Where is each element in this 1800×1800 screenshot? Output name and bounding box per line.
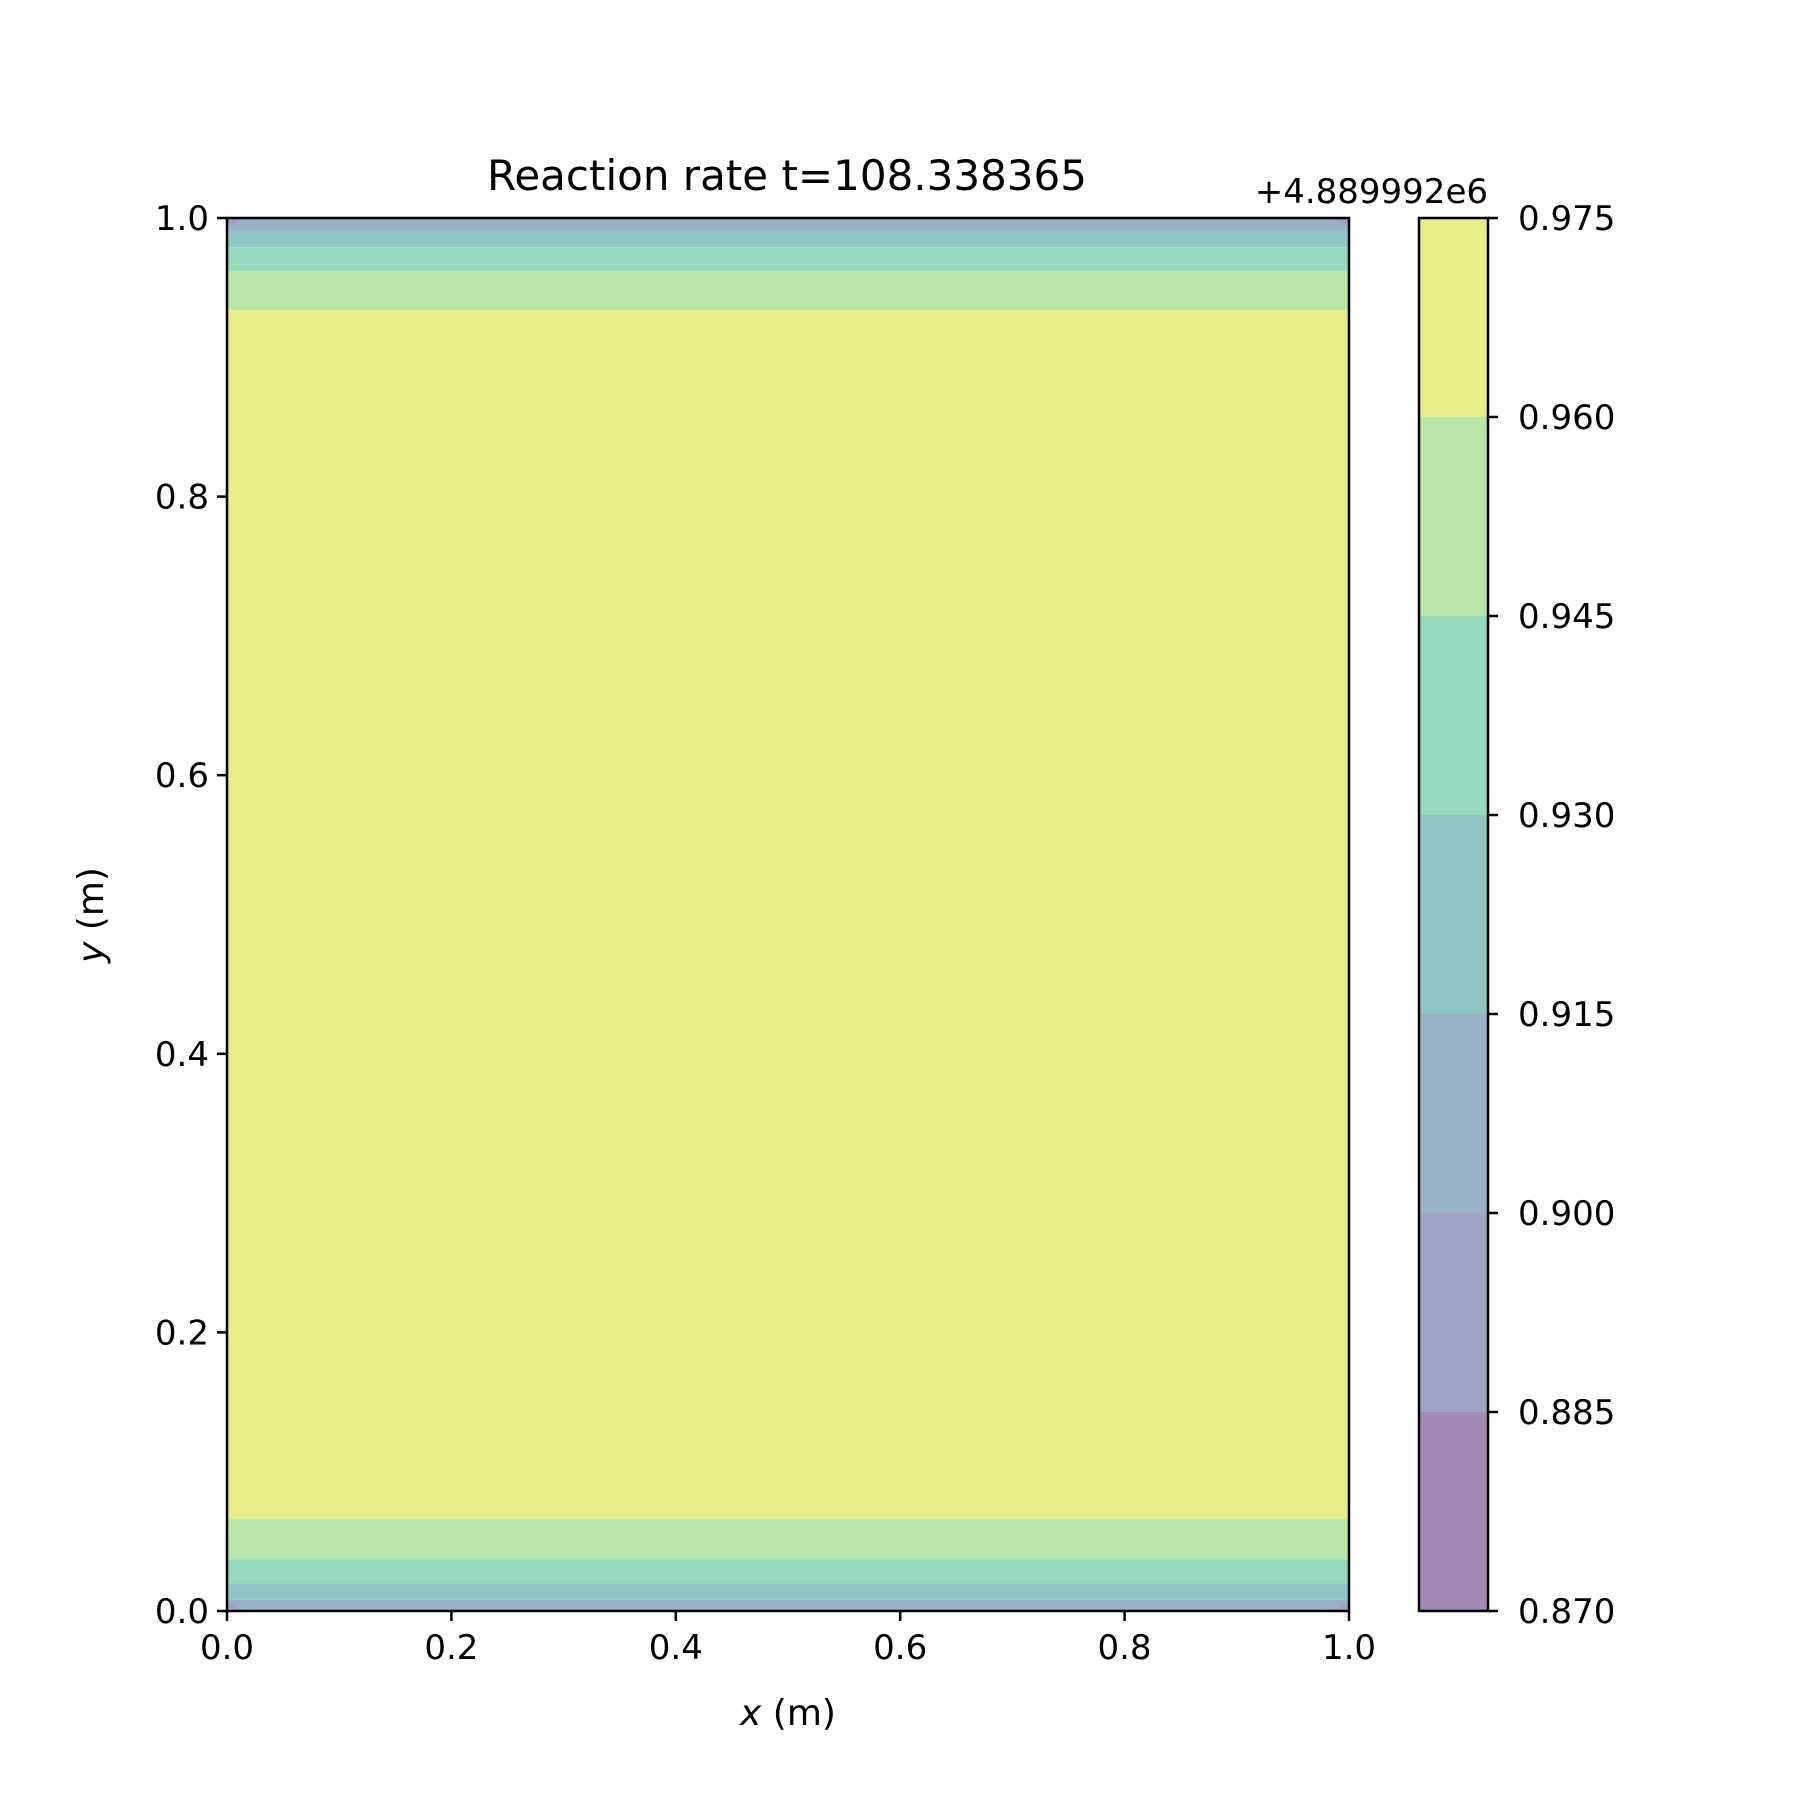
contour-corner-2 xyxy=(227,1594,261,1611)
contour-band-4 xyxy=(227,247,1349,271)
colorbar-segment-1 xyxy=(1419,1213,1488,1412)
x-tick-label: 0.2 xyxy=(424,1628,478,1668)
colorbar-segment-4 xyxy=(1419,616,1488,815)
colorbar-axis: 0.870 0.885 0.900 0.915 0.930 0.945 0.960 0.975 xyxy=(1488,199,1615,1632)
contour-corner-3 xyxy=(1315,1594,1349,1611)
colorbar-tick-label: 0.915 xyxy=(1518,995,1615,1035)
x-axis-label-var: x xyxy=(739,1693,762,1734)
x-axis-label-unit: (m) xyxy=(761,1693,836,1734)
y-tick-label: 0.2 xyxy=(155,1313,209,1353)
plot-area xyxy=(227,218,1349,1611)
x-axis-label: x (m) xyxy=(739,1693,836,1734)
y-tick-label: 0.4 xyxy=(155,1035,209,1075)
colorbar xyxy=(1419,218,1488,1611)
x-axis: 0.0 0.2 0.4 0.6 0.8 1.0 xyxy=(200,1611,1376,1668)
y-axis-label-var: y xyxy=(71,941,112,964)
colorbar-segment-0 xyxy=(1419,1412,1488,1611)
y-tick-label: 0.8 xyxy=(155,478,209,518)
contour-band-1 xyxy=(227,1519,1349,1560)
x-tick-label: 0.4 xyxy=(649,1628,703,1668)
x-tick-label: 0.6 xyxy=(873,1628,927,1668)
colorbar-tick-label: 0.885 xyxy=(1518,1393,1615,1433)
contour-corner-1 xyxy=(1315,218,1349,235)
y-tick-label: 0.0 xyxy=(155,1592,209,1632)
plot-frame xyxy=(225,216,1351,1613)
x-tick-label: 0.8 xyxy=(1098,1628,1152,1668)
contour-band-5 xyxy=(227,1583,1349,1600)
contour-band-0 xyxy=(227,309,1349,1520)
contour-corner-0 xyxy=(227,218,261,235)
colorbar-segment-3 xyxy=(1419,815,1488,1014)
contour-band-3 xyxy=(227,1559,1349,1584)
y-axis-label-unit: (m) xyxy=(71,867,112,942)
colorbar-offset-label: +4.889992e6 xyxy=(1255,172,1488,212)
x-tick-label: 1.0 xyxy=(1322,1628,1376,1668)
colorbar-tick-label: 0.900 xyxy=(1518,1194,1615,1234)
y-tick-label: 1.0 xyxy=(155,199,209,239)
colorbar-tick-label: 0.870 xyxy=(1518,1592,1615,1632)
contour-band-2 xyxy=(227,270,1349,310)
colorbar-tick-label: 0.960 xyxy=(1518,398,1615,438)
contour-band-6 xyxy=(227,230,1349,248)
y-axis: 0.0 0.2 0.4 0.6 0.8 1.0 xyxy=(155,199,227,1632)
x-tick-label: 0.0 xyxy=(200,1628,254,1668)
chart-title: Reaction rate t=108.338365 xyxy=(487,151,1087,200)
colorbar-tick-label: 0.930 xyxy=(1518,796,1615,836)
contour-band-7 xyxy=(227,1599,1349,1611)
contour-band-8 xyxy=(227,218,1349,231)
colorbar-segment-2 xyxy=(1419,1014,1488,1213)
colorbar-segment-5 xyxy=(1419,417,1488,616)
colorbar-tick-label: 0.975 xyxy=(1518,199,1615,239)
colorbar-frame xyxy=(1417,216,1490,1613)
y-axis-label: y (m) xyxy=(71,867,112,964)
colorbar-segment-6 xyxy=(1419,218,1488,417)
colorbar-tick-label: 0.945 xyxy=(1518,597,1615,637)
y-tick-label: 0.6 xyxy=(155,756,209,796)
